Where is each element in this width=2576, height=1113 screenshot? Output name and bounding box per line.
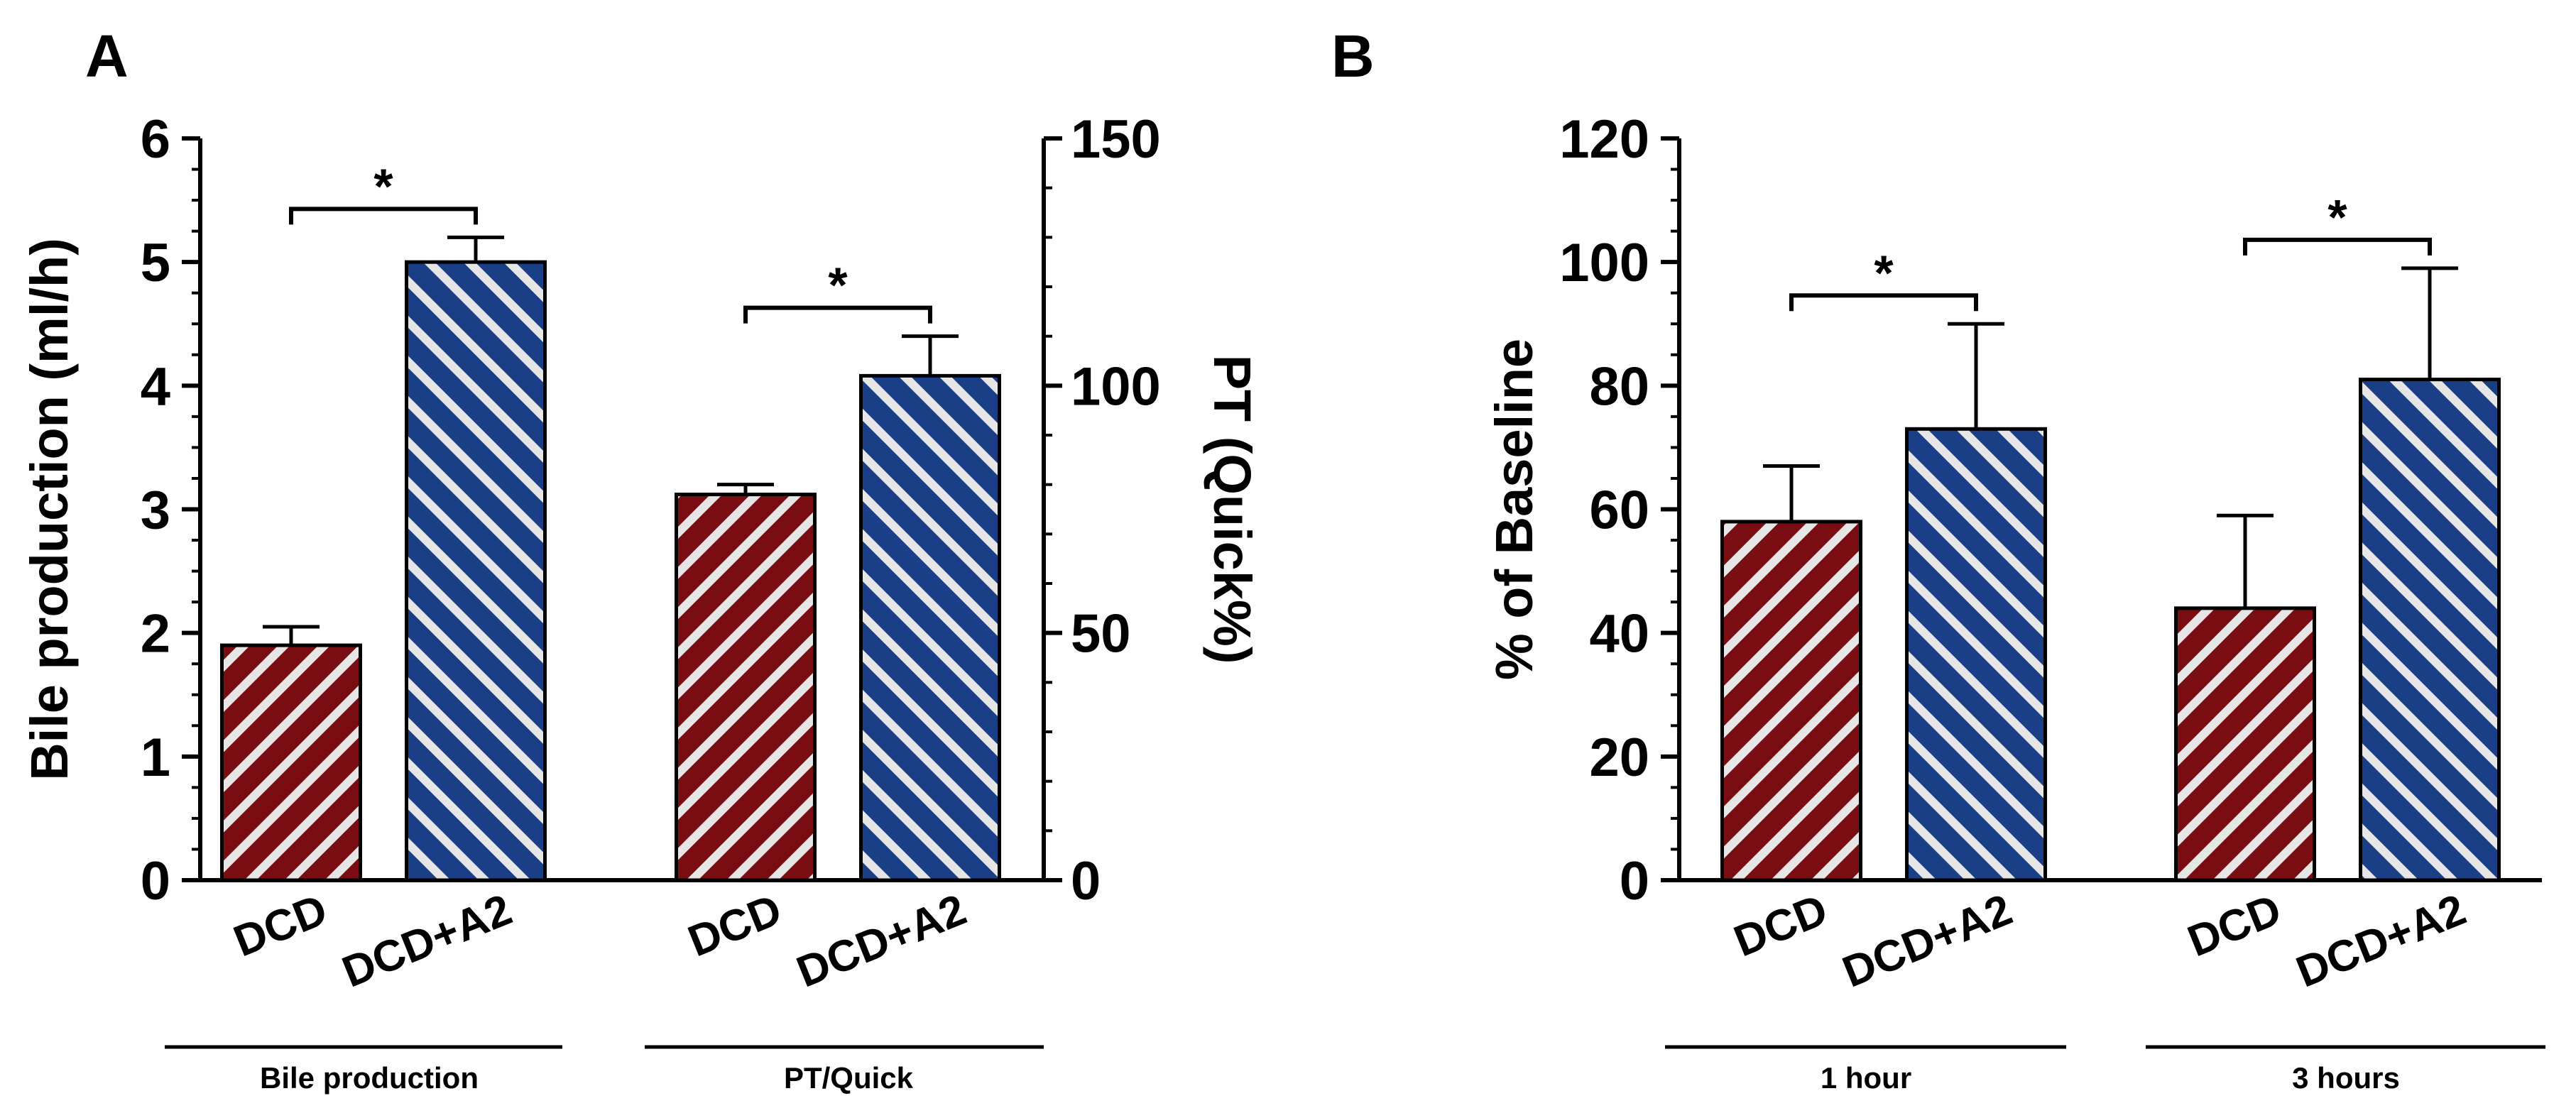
bar <box>859 373 1001 882</box>
significance-star: * <box>1874 245 1894 300</box>
panel-letter-a: A <box>85 23 129 89</box>
y-tick-label: 1 <box>141 728 170 788</box>
y-tick-label: 120 <box>1559 109 1649 170</box>
y-tick-label: 80 <box>1589 356 1649 417</box>
y-tick-label: 5 <box>141 233 170 293</box>
x-category-label: DCD <box>1728 885 1834 966</box>
bar <box>1905 427 2047 882</box>
y-right-tick-label: 100 <box>1071 356 1161 417</box>
significance-bracket <box>1789 293 1978 312</box>
x-category-label: DCD+A2 <box>336 885 518 997</box>
significance-bracket <box>743 305 932 324</box>
group-label: Bile production <box>260 1061 479 1095</box>
bar <box>220 643 362 882</box>
y-axis-title: % of Baseline <box>1485 339 1544 680</box>
y-tick-label: 60 <box>1589 481 1649 541</box>
x-category-label: DCD <box>227 885 334 966</box>
y-right-tick-label: 150 <box>1071 109 1161 170</box>
group-label: PT/Quick <box>784 1061 914 1095</box>
significance-bracket <box>2243 237 2432 256</box>
significance-star: * <box>373 158 393 214</box>
bar <box>675 493 817 882</box>
bar <box>1720 520 1862 882</box>
panel-a-chart: 0 1 2 3 4 5 6 0 50 100 150 PT (Quick%) Bile producti… <box>20 109 1262 1095</box>
bar <box>2359 378 2501 882</box>
y-right-tick-label: 0 <box>1071 851 1101 911</box>
y-tick-label: 3 <box>141 481 170 541</box>
panel-letter-b: B <box>1331 23 1375 89</box>
y-right-tick-label: 50 <box>1071 604 1131 664</box>
y-tick-label: 4 <box>141 356 170 417</box>
x-category-label: DCD+A2 <box>2290 885 2472 997</box>
y-tick-label: 2 <box>141 604 170 664</box>
y-tick-label: 6 <box>141 109 170 170</box>
y-axis-title: Bile production (ml/h) <box>20 238 79 781</box>
x-category-label: DCD+A2 <box>790 885 973 997</box>
y-tick-label: 40 <box>1589 604 1649 664</box>
y-tick-label: 0 <box>1620 851 1649 911</box>
significance-star: * <box>828 258 848 313</box>
significance-bracket <box>289 207 478 225</box>
x-category-label: DCD <box>2181 885 2288 966</box>
x-category-label: DCD+A2 <box>1836 885 2019 997</box>
x-category-label: DCD <box>682 885 788 966</box>
y-right-axis-title: PT (Quick%) <box>1203 355 1262 664</box>
y-tick-label: 100 <box>1559 233 1649 293</box>
group-label: 1 hour <box>1821 1061 1911 1095</box>
group-label: 3 hours <box>2292 1061 2400 1095</box>
bar <box>405 260 547 882</box>
bar <box>2174 606 2316 882</box>
y-tick-label: 20 <box>1589 728 1649 788</box>
y-tick-label: 0 <box>141 851 170 911</box>
significance-star: * <box>2327 190 2347 245</box>
